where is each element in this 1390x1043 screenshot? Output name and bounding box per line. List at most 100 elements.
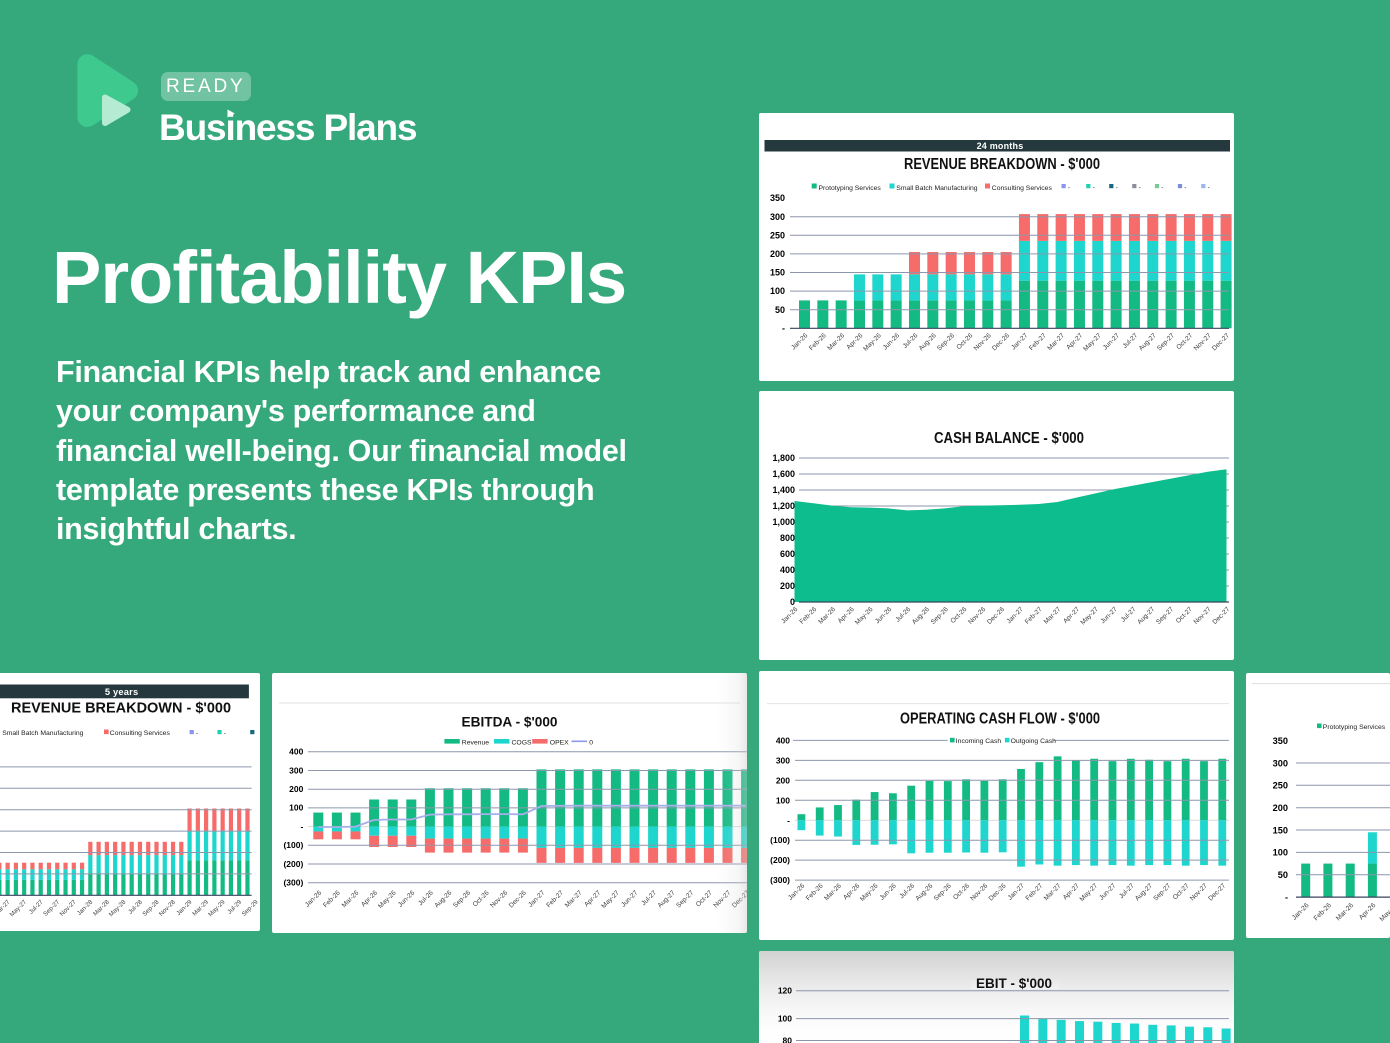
- svg-text:Oct-27: Oct-27: [1175, 332, 1194, 351]
- svg-text:150: 150: [1273, 825, 1288, 835]
- svg-text:May-28: May-28: [108, 898, 128, 918]
- svg-text:Dec-26: Dec-26: [991, 332, 1011, 352]
- svg-text:Nov-27: Nov-27: [1192, 606, 1212, 626]
- svg-text:Apr-26: Apr-26: [836, 606, 855, 625]
- svg-text:Sep-28: Sep-28: [141, 898, 160, 917]
- svg-text:Jun-26: Jun-26: [878, 882, 897, 901]
- svg-text:EBIT - $'000: EBIT - $'000: [976, 976, 1052, 991]
- svg-text:100: 100: [769, 286, 784, 296]
- svg-text:Jan-27: Jan-27: [1006, 882, 1025, 901]
- svg-text:Oct-27: Oct-27: [1174, 606, 1193, 625]
- svg-text:Apr-26: Apr-26: [1358, 902, 1378, 922]
- svg-text:300: 300: [1273, 758, 1288, 768]
- svg-text:-: -: [1207, 184, 1209, 191]
- svg-text:Nov-26: Nov-26: [969, 882, 989, 902]
- svg-text:May-26: May-26: [862, 332, 883, 353]
- svg-text:Jan-26: Jan-26: [304, 889, 323, 908]
- svg-text:Small Batch Manufacturing: Small Batch Manufacturing: [2, 729, 83, 736]
- svg-text:100: 100: [1273, 848, 1288, 858]
- svg-text:May-27: May-27: [1079, 606, 1100, 627]
- svg-text:Aug-26: Aug-26: [433, 889, 453, 909]
- svg-text:Jan-27: Jan-27: [527, 889, 546, 908]
- svg-text:Sep-26: Sep-26: [936, 332, 956, 352]
- svg-text:-: -: [196, 729, 198, 736]
- svg-text:Jan-29: Jan-29: [175, 898, 194, 917]
- svg-text:250: 250: [769, 230, 784, 240]
- svg-text:Feb-27: Feb-27: [1023, 606, 1043, 626]
- svg-text:Aug-26: Aug-26: [914, 882, 934, 902]
- svg-text:Aug-26: Aug-26: [917, 332, 937, 352]
- svg-text:1,000: 1,000: [772, 517, 795, 527]
- svg-text:Mar-26: Mar-26: [817, 606, 837, 626]
- svg-text:May-27: May-27: [1078, 882, 1099, 903]
- svg-text:-: -: [300, 821, 303, 831]
- svg-text:350: 350: [1273, 736, 1288, 746]
- svg-text:0: 0: [589, 739, 593, 746]
- svg-text:Apr-27: Apr-27: [1062, 606, 1081, 625]
- svg-text:May-26: May-26: [1379, 902, 1390, 923]
- svg-text:1,600: 1,600: [772, 469, 795, 479]
- svg-text:Jan-27: Jan-27: [1005, 606, 1024, 625]
- svg-text:Nov-28: Nov-28: [158, 898, 177, 917]
- svg-text:Feb-26: Feb-26: [798, 606, 818, 626]
- svg-text:-: -: [1115, 184, 1117, 191]
- svg-text:Nov-26: Nov-26: [972, 332, 992, 352]
- svg-text:0: 0: [789, 597, 794, 607]
- svg-text:-: -: [782, 323, 785, 333]
- svg-text:Feb-27: Feb-27: [1024, 882, 1044, 902]
- svg-text:Small Batch Manufacturing: Small Batch Manufacturing: [896, 185, 977, 192]
- svg-text:Mar-26: Mar-26: [823, 882, 843, 902]
- svg-text:Prototyping Services: Prototyping Services: [818, 185, 881, 192]
- svg-text:Feb-26: Feb-26: [807, 332, 827, 352]
- svg-text:(300): (300): [770, 875, 790, 885]
- svg-text:Sep-27: Sep-27: [1152, 882, 1172, 902]
- svg-text:300: 300: [769, 211, 784, 221]
- svg-text:Mar-27: Mar-27: [0, 898, 12, 917]
- svg-text:Mar-26: Mar-26: [826, 332, 846, 352]
- svg-text:Nov-27: Nov-27: [59, 898, 78, 917]
- svg-text:Feb-27: Feb-27: [545, 889, 565, 909]
- svg-text:May-26: May-26: [377, 889, 398, 910]
- svg-text:Dec-27: Dec-27: [1207, 882, 1227, 902]
- svg-text:Aug-27: Aug-27: [1136, 606, 1156, 626]
- svg-text:1,400: 1,400: [772, 485, 795, 495]
- svg-text:Jan-26: Jan-26: [787, 882, 806, 901]
- svg-text:Jan-26: Jan-26: [780, 606, 799, 625]
- svg-text:COGS: COGS: [511, 739, 531, 746]
- svg-text:Jun-27: Jun-27: [1099, 606, 1118, 625]
- svg-text:Dec-26: Dec-26: [507, 889, 527, 909]
- svg-text:May-27: May-27: [600, 889, 621, 910]
- svg-text:120: 120: [777, 985, 791, 995]
- svg-text:Sep-27: Sep-27: [1155, 606, 1175, 626]
- svg-text:80: 80: [782, 1035, 792, 1043]
- svg-text:600: 600: [779, 549, 794, 559]
- svg-text:Feb-26: Feb-26: [322, 889, 342, 909]
- svg-text:200: 200: [779, 581, 794, 591]
- svg-text:May-26: May-26: [854, 606, 875, 627]
- svg-text:Oct-26: Oct-26: [955, 332, 974, 351]
- svg-text:400: 400: [289, 746, 303, 756]
- svg-text:Dec-27: Dec-27: [1211, 606, 1231, 626]
- svg-text:350: 350: [769, 193, 784, 203]
- svg-text:Sep-27: Sep-27: [675, 889, 695, 909]
- svg-text:Consulting Services: Consulting Services: [110, 729, 171, 736]
- svg-text:Incoming Cash: Incoming Cash: [955, 738, 1001, 745]
- svg-text:50: 50: [774, 304, 784, 314]
- svg-text:Oct-26: Oct-26: [952, 882, 971, 901]
- svg-text:-: -: [1285, 892, 1288, 902]
- svg-text:CASH BALANCE - $'000: CASH BALANCE - $'000: [934, 430, 1084, 447]
- svg-text:Oct-27: Oct-27: [694, 889, 713, 908]
- svg-text:Jan-26: Jan-26: [790, 332, 809, 351]
- svg-text:400: 400: [775, 736, 789, 746]
- svg-text:Nov-27: Nov-27: [1188, 882, 1208, 902]
- svg-text:Jun-26: Jun-26: [874, 606, 893, 625]
- svg-text:Aug-27: Aug-27: [1134, 882, 1154, 902]
- svg-text:Revenue: Revenue: [461, 739, 488, 746]
- svg-text:Sep-27: Sep-27: [1156, 332, 1176, 352]
- svg-text:May-29: May-29: [207, 898, 227, 918]
- svg-text:Nov-26: Nov-26: [489, 889, 509, 909]
- svg-text:(300): (300): [283, 877, 303, 887]
- svg-text:Dec-27: Dec-27: [1211, 332, 1231, 352]
- svg-text:(100): (100): [770, 835, 790, 845]
- svg-text:Oct-27: Oct-27: [1171, 882, 1190, 901]
